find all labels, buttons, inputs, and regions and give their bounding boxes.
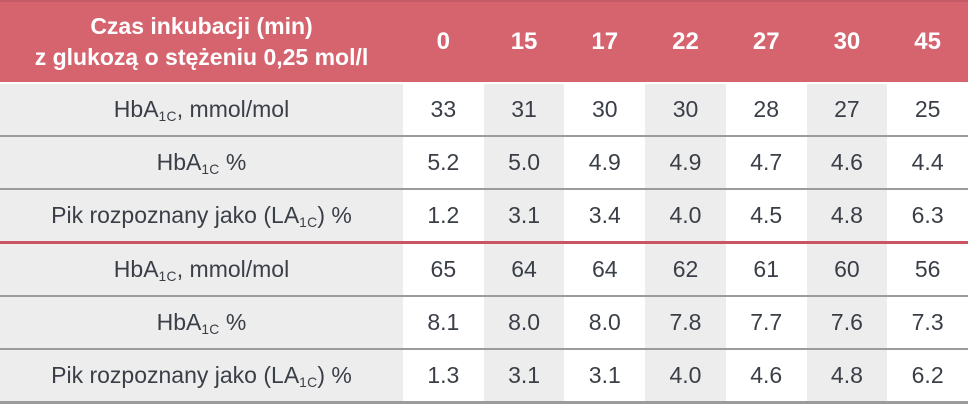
value-cell: 6.2 xyxy=(887,350,968,401)
value-cell: 8.1 xyxy=(403,297,484,348)
value-cell: 30 xyxy=(564,84,646,135)
value-cell: 1.3 xyxy=(403,350,484,401)
value-cell: 1.2 xyxy=(403,190,484,241)
header-col-27: 27 xyxy=(752,28,780,55)
subscript: 1C xyxy=(201,161,220,177)
table-row: HbA1C % 8.1 8.0 8.0 7.8 7.7 7.6 7.3 xyxy=(0,295,968,348)
header-col-0: 0 xyxy=(436,28,451,55)
row-label: Pik rozpoznany jako (LA1C) % xyxy=(0,190,403,241)
value-cell: 7.6 xyxy=(806,297,888,348)
value-cell: 64 xyxy=(564,244,646,295)
subscript: 1C xyxy=(158,108,177,124)
row-label-text: HbA1C, mmol/mol xyxy=(113,255,290,284)
row-label: HbA1C % xyxy=(0,297,403,348)
value-cell: 5.2 xyxy=(403,137,484,188)
row-label-text: HbA1C % xyxy=(156,308,247,337)
value-cell: 30 xyxy=(645,84,726,135)
value-cell: 5.0 xyxy=(483,137,565,188)
value-cell: 4.6 xyxy=(806,137,888,188)
value-cell: 25 xyxy=(887,84,968,135)
value-cell: 64 xyxy=(483,244,565,295)
value-cell: 4.0 xyxy=(645,190,726,241)
value-cell: 8.0 xyxy=(483,297,565,348)
row-label: Pik rozpoznany jako (LA1C) % xyxy=(0,350,403,401)
row-label: HbA1C, mmol/mol xyxy=(0,244,403,295)
subscript: 1C xyxy=(158,268,177,284)
value-cell: 4.9 xyxy=(645,137,726,188)
table-row: Pik rozpoznany jako (LA1C) % 1.3 3.1 3.1… xyxy=(0,348,968,401)
value-cell: 7.8 xyxy=(645,297,726,348)
value-cell: 56 xyxy=(887,244,968,295)
value-cell: 3.1 xyxy=(483,350,565,401)
header-col-22: 22 xyxy=(672,28,699,55)
value-cell: 4.8 xyxy=(806,350,888,401)
value-cell: 3.4 xyxy=(564,190,646,241)
header-title-line1: Czas inkubacji (min) xyxy=(90,12,313,39)
value-cell: 4.8 xyxy=(806,190,888,241)
header-col-30: 30 xyxy=(833,28,861,55)
header-title: Czas inkubacji (min) z glukozą o stężeni… xyxy=(0,2,403,82)
value-cell: 3.1 xyxy=(483,190,565,241)
table-row-after-section-divider: HbA1C, mmol/mol 65 64 64 62 61 60 56 xyxy=(0,241,968,295)
subscript: 1C xyxy=(201,321,220,337)
value-cell: 61 xyxy=(725,244,807,295)
value-cell: 6.3 xyxy=(887,190,968,241)
value-cell: 60 xyxy=(806,244,888,295)
value-cell: 33 xyxy=(403,84,484,135)
table-row: HbA1C, mmol/mol 33 31 30 30 28 27 25 xyxy=(0,84,968,135)
value-cell: 4.4 xyxy=(887,137,968,188)
value-cell: 8.0 xyxy=(564,297,646,348)
header-col-17: 17 xyxy=(591,28,619,55)
header-title-line2: z glukozą o stężeniu 0,25 mol/l xyxy=(34,44,369,70)
row-label-text: Pik rozpoznany jako (LA1C) % xyxy=(51,201,352,230)
value-cell: 3.1 xyxy=(564,350,646,401)
row-label-text: HbA1C % xyxy=(156,148,247,177)
row-label: HbA1C % xyxy=(0,137,403,188)
table-row: HbA1C % 5.2 5.0 4.9 4.9 4.7 4.6 4.4 xyxy=(0,135,968,188)
value-cell: 65 xyxy=(403,244,484,295)
value-cell: 27 xyxy=(806,84,888,135)
value-cell: 4.7 xyxy=(725,137,807,188)
header-col-15: 15 xyxy=(510,28,538,55)
row-label-text: Pik rozpoznany jako (LA1C) % xyxy=(51,361,352,390)
value-cell: 31 xyxy=(483,84,565,135)
value-cell: 7.3 xyxy=(887,297,968,348)
value-cell: 4.9 xyxy=(564,137,646,188)
subscript: 1C xyxy=(299,374,318,390)
table-row: Pik rozpoznany jako (LA1C) % 1.2 3.1 3.4… xyxy=(0,188,968,241)
row-label-text: HbA1C, mmol/mol xyxy=(113,95,290,124)
row-label: HbA1C, mmol/mol xyxy=(0,84,403,135)
value-cell: 4.0 xyxy=(645,350,726,401)
value-cell: 4.6 xyxy=(725,350,807,401)
value-cell: 7.7 xyxy=(725,297,807,348)
subscript: 1C xyxy=(299,214,318,230)
table-body: HbA1C, mmol/mol 33 31 30 30 28 27 25 HbA… xyxy=(0,84,968,401)
table-header-row: Czas inkubacji (min) z glukozą o stężeni… xyxy=(0,2,968,84)
value-cell: 28 xyxy=(725,84,807,135)
value-cell: 62 xyxy=(645,244,726,295)
value-cell: 4.5 xyxy=(725,190,807,241)
header-col-45: 45 xyxy=(914,28,941,55)
